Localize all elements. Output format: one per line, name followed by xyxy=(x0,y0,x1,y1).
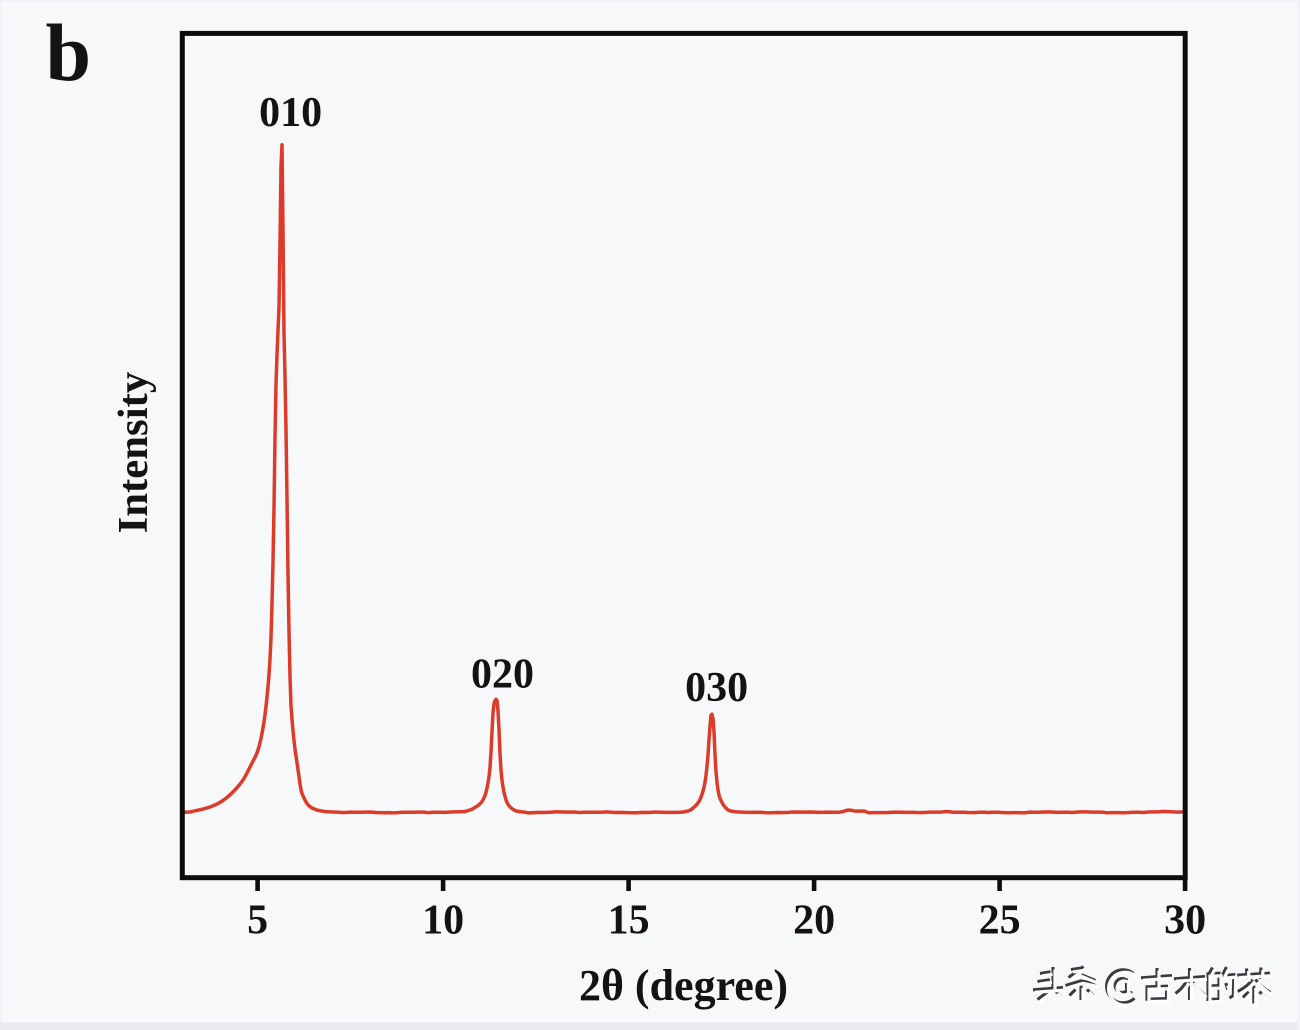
svg-text:010: 010 xyxy=(259,90,322,136)
svg-text:030: 030 xyxy=(685,665,748,711)
svg-text:20: 20 xyxy=(793,898,835,944)
svg-text:b: b xyxy=(46,7,92,98)
svg-text:2θ (degree): 2θ (degree) xyxy=(579,961,788,1010)
svg-text:Intensity: Intensity xyxy=(110,372,157,534)
svg-text:10: 10 xyxy=(422,898,464,944)
svg-text:30: 30 xyxy=(1164,898,1206,944)
svg-text:15: 15 xyxy=(608,898,650,944)
svg-text:5: 5 xyxy=(247,898,268,944)
svg-text:020: 020 xyxy=(471,652,534,698)
svg-text:25: 25 xyxy=(979,898,1021,944)
